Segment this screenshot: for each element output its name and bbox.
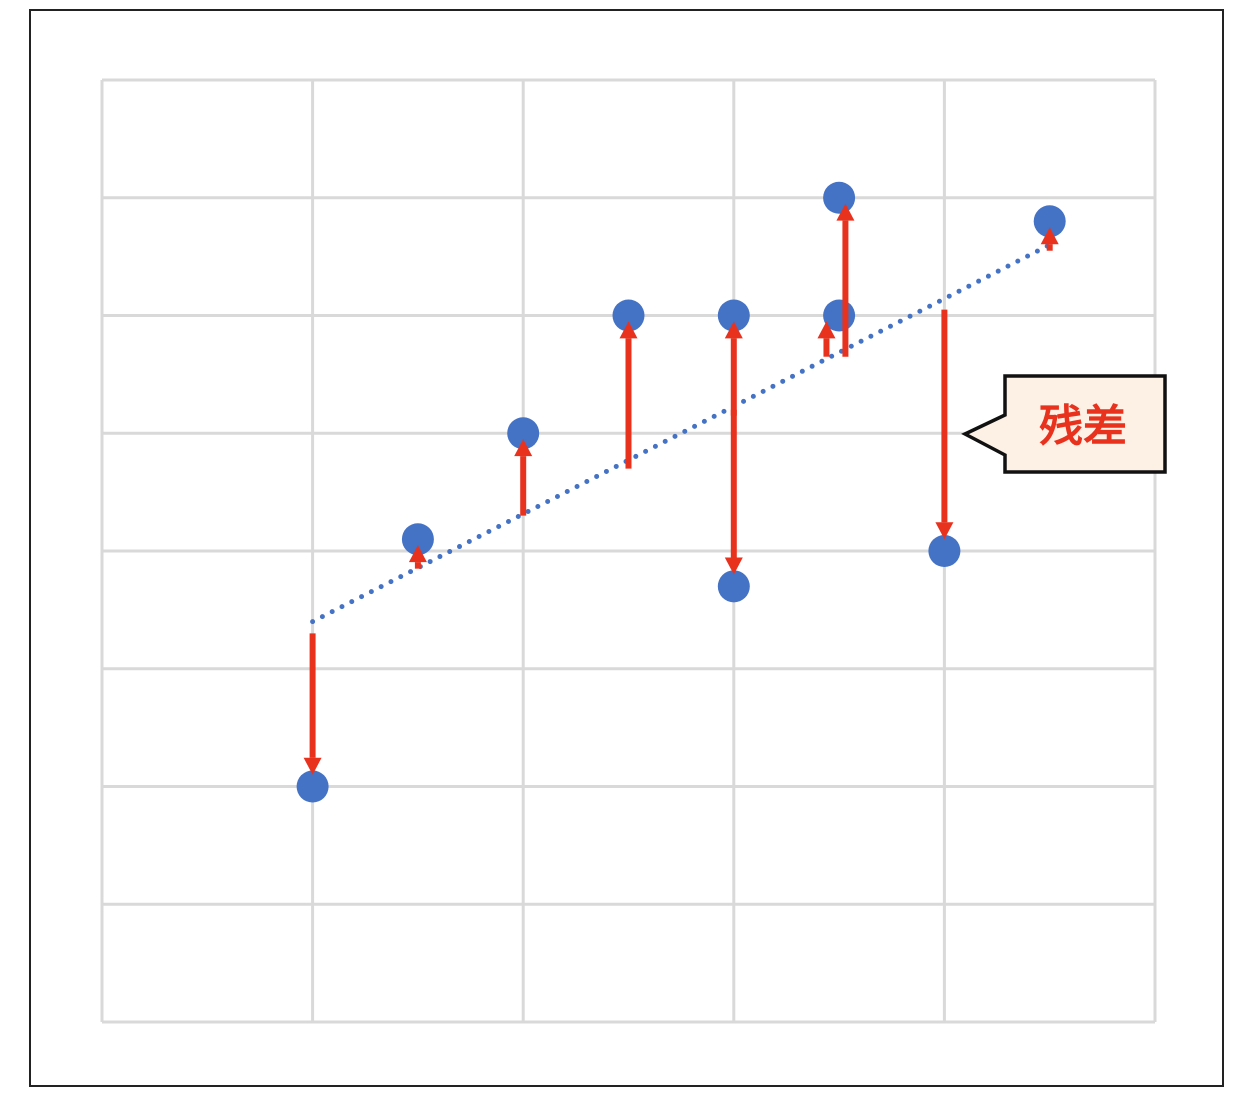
data-point <box>296 770 329 803</box>
residual-arrow-head <box>303 757 322 775</box>
data-point <box>823 181 856 214</box>
residual-arrow-head <box>724 321 743 339</box>
residual-arrow-head <box>836 203 855 221</box>
residual-arrow-head <box>817 321 836 339</box>
callout-box <box>961 374 1167 474</box>
residual-arrows <box>303 203 1059 775</box>
data-point <box>507 417 540 450</box>
residual-arrow-head <box>514 439 533 457</box>
residual-arrow <box>408 545 427 569</box>
residual-arrow-head <box>408 545 427 563</box>
residual-arrow-head <box>619 321 638 339</box>
data-point <box>1033 205 1066 238</box>
residual-arrow <box>724 321 743 416</box>
residual-arrow-head <box>1040 227 1059 245</box>
residual-callout: 残差 <box>961 374 1167 474</box>
residual-arrow <box>817 321 836 357</box>
residual-arrow <box>1040 227 1059 251</box>
residual-arrow <box>514 439 533 516</box>
data-point <box>612 299 645 332</box>
data-point <box>928 535 961 567</box>
chart-frame <box>29 9 1224 1087</box>
residual-arrow-head <box>935 522 954 540</box>
residual-arrow-head <box>724 557 743 575</box>
residual-arrow <box>619 321 638 469</box>
residual-arrow <box>836 203 855 357</box>
data-point <box>401 523 434 556</box>
callout-label: 残差 <box>1039 401 1127 452</box>
residual-arrow <box>303 633 322 775</box>
residual-arrow <box>724 409 743 575</box>
grid <box>100 78 1157 1024</box>
data-points <box>296 181 1066 803</box>
residual-arrow <box>935 309 954 540</box>
data-point <box>717 570 750 603</box>
data-point <box>717 299 750 332</box>
